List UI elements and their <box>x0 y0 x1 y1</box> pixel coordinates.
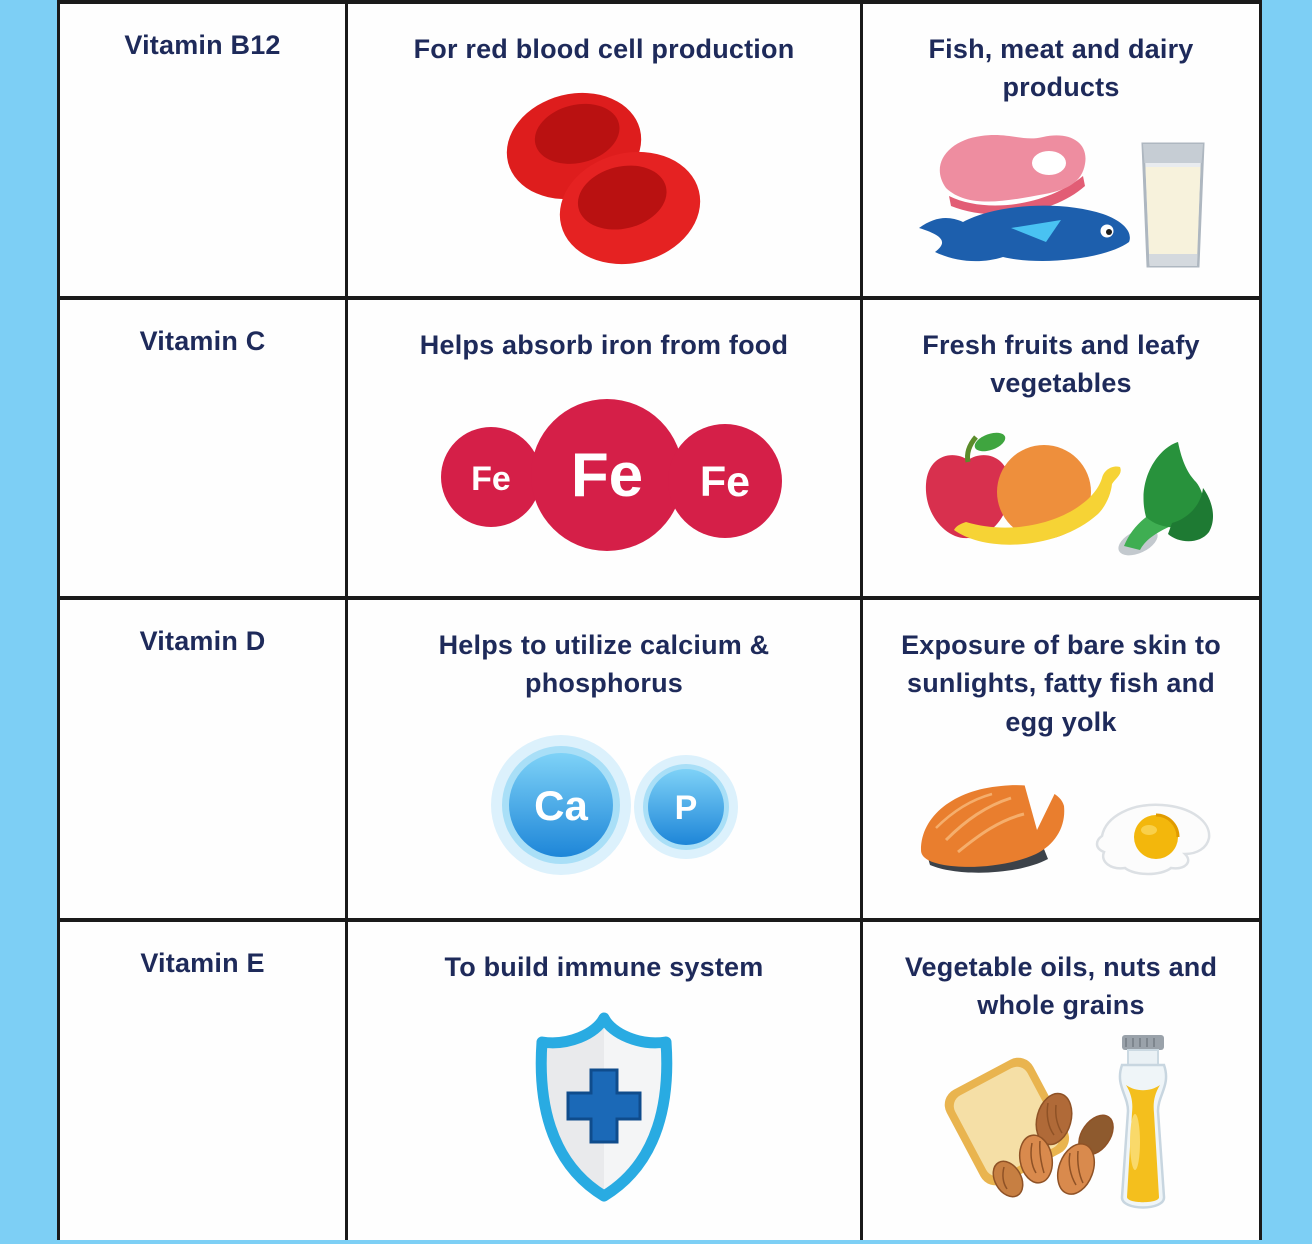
iron-fe-molecules-icon: Fe Fe Fe <box>441 399 782 552</box>
function-text: To build immune system <box>444 952 764 982</box>
cell-vitamin-c-sources: Fresh fruits and leafy vegetables <box>863 300 1259 600</box>
cell-vitamin-e-sources: Vegetable oils, nuts and whole grains <box>863 922 1259 1240</box>
immune-shield-cross-icon <box>535 1012 673 1202</box>
fe-medium-label: Fe <box>700 458 750 506</box>
salmon-and-egg-icon <box>921 783 1211 876</box>
icon-area <box>348 986 860 1240</box>
cell-vitamin-c-name: Vitamin C <box>60 300 348 600</box>
function-text: For red blood cell production <box>413 34 795 64</box>
cell-vitamin-d-function: Helps to utilize calcium & phosphorus Ca <box>348 600 863 922</box>
vitamin-name: Vitamin E <box>140 948 265 978</box>
icon-area: Fe Fe Fe <box>348 364 860 596</box>
function-text: Helps absorb iron from food <box>419 330 789 360</box>
cell-vitamin-d-name: Vitamin D <box>60 600 348 922</box>
icon-area <box>348 68 860 296</box>
cell-vitamin-e-function: To build immune system <box>348 922 863 1240</box>
icon-area <box>863 107 1259 296</box>
calcium-label: Ca <box>534 782 588 829</box>
phosphorus-label: P <box>675 789 698 827</box>
icon-area <box>863 403 1259 596</box>
function-text: Helps to utilize calcium & phosphorus <box>438 630 770 699</box>
sources-text: Fresh fruits and leafy vegetables <box>922 330 1200 399</box>
sources-text: Exposure of bare skin to sunlights, fatt… <box>901 630 1221 737</box>
calcium-phosphorus-icon: Ca P <box>491 735 738 876</box>
cell-vitamin-e-name: Vitamin E <box>60 922 348 1240</box>
icon-area <box>863 1025 1259 1240</box>
cell-vitamin-c-function: Helps absorb iron from food Fe Fe Fe <box>348 300 863 600</box>
vitamin-name: Vitamin C <box>139 326 266 356</box>
icon-area <box>863 741 1259 918</box>
vitamin-name: Vitamin B12 <box>124 30 281 60</box>
fruits-and-greens-icon <box>925 432 1214 556</box>
icon-area: Ca P <box>348 703 860 918</box>
vitamin-table: Vitamin B12 For red blood cell productio… <box>57 0 1262 1240</box>
sources-text: Vegetable oils, nuts and whole grains <box>904 952 1218 1021</box>
vitamin-name: Vitamin D <box>139 626 266 656</box>
sources-text: Fish, meat and dairy products <box>928 34 1194 103</box>
cell-vitamin-b12-sources: Fish, meat and dairy products <box>863 4 1259 300</box>
cell-vitamin-b12-function: For red blood cell production <box>348 4 863 300</box>
cell-vitamin-d-sources: Exposure of bare skin to sunlights, fatt… <box>863 600 1259 922</box>
meat-fish-milk-icon <box>919 135 1205 268</box>
fe-small-label: Fe <box>471 460 511 498</box>
fe-large-label: Fe <box>571 441 643 510</box>
cell-vitamin-b12-name: Vitamin B12 <box>60 4 348 300</box>
bread-nuts-oil-icon <box>944 1035 1168 1209</box>
red-blood-cells-icon <box>506 93 700 265</box>
